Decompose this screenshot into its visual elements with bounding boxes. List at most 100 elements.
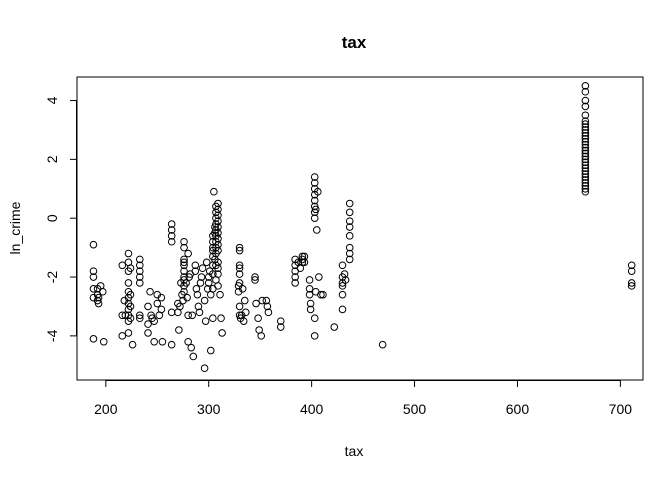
data-point xyxy=(581,96,590,105)
data-point xyxy=(581,184,590,193)
data-point xyxy=(195,308,204,317)
data-point xyxy=(203,285,212,293)
y-tick-label: -2 xyxy=(44,271,60,284)
data-point xyxy=(182,279,190,287)
data-point xyxy=(310,173,319,181)
data-point xyxy=(180,243,188,252)
data-point xyxy=(98,287,107,296)
data-point xyxy=(581,132,590,140)
y-axis-label: ln_crime xyxy=(7,201,23,254)
data-point xyxy=(167,308,176,317)
data-point xyxy=(310,332,319,340)
data-point xyxy=(135,267,144,275)
data-point xyxy=(217,314,225,323)
data-point xyxy=(627,282,636,290)
data-point xyxy=(581,137,590,146)
data-point xyxy=(214,264,222,273)
data-point xyxy=(310,314,319,323)
data-point xyxy=(124,279,133,287)
data-point xyxy=(319,290,327,299)
data-point xyxy=(214,199,222,208)
data-point xyxy=(189,352,198,361)
data-point xyxy=(176,302,184,311)
data-point xyxy=(306,299,315,308)
data-point xyxy=(216,290,224,299)
data-point xyxy=(180,261,188,270)
data-point xyxy=(89,285,98,293)
data-point xyxy=(581,111,590,120)
data-point xyxy=(135,273,144,281)
data-point xyxy=(124,249,133,258)
data-point xyxy=(118,261,127,270)
data-point xyxy=(305,290,314,299)
data-point xyxy=(94,293,103,302)
data-point xyxy=(118,332,127,340)
data-point xyxy=(330,323,339,331)
data-point xyxy=(200,296,209,305)
data-point xyxy=(214,246,222,255)
data-point xyxy=(378,340,387,349)
y-tick-label: 0 xyxy=(44,214,60,222)
data-point xyxy=(262,296,271,305)
data-point xyxy=(214,223,222,231)
data-point xyxy=(341,276,350,284)
data-point xyxy=(235,264,244,273)
data-point xyxy=(317,290,325,299)
plot-frame xyxy=(76,76,644,381)
data-point xyxy=(300,258,309,267)
data-point xyxy=(214,258,222,267)
data-point xyxy=(192,285,201,293)
data-point xyxy=(167,226,176,234)
data-point xyxy=(581,134,590,143)
x-tick-label: 300 xyxy=(197,401,221,417)
data-points xyxy=(89,82,636,373)
data-point xyxy=(340,270,349,278)
data-point xyxy=(126,290,135,299)
data-point xyxy=(135,279,144,287)
data-point xyxy=(257,332,266,340)
data-point xyxy=(581,158,590,167)
data-point xyxy=(184,337,192,346)
data-point xyxy=(314,187,322,196)
data-point xyxy=(306,305,315,314)
data-point xyxy=(581,187,590,196)
data-point xyxy=(167,220,176,228)
y-tick-label: 2 xyxy=(44,155,60,163)
data-point xyxy=(128,340,137,349)
data-point xyxy=(581,149,590,158)
data-point xyxy=(235,261,244,270)
data-point xyxy=(191,261,200,270)
data-point xyxy=(157,293,166,302)
data-point xyxy=(581,182,590,190)
data-point xyxy=(204,279,213,287)
data-point xyxy=(135,261,144,270)
data-point xyxy=(144,320,152,328)
data-point xyxy=(338,290,347,299)
data-point xyxy=(581,167,590,175)
data-point xyxy=(187,343,196,352)
data-point xyxy=(235,243,244,252)
data-point xyxy=(291,279,299,287)
data-point xyxy=(184,311,192,320)
data-point xyxy=(214,205,222,214)
data-point xyxy=(218,329,226,337)
data-point xyxy=(276,323,285,331)
data-point xyxy=(180,287,188,296)
data-point xyxy=(345,232,354,240)
data-point xyxy=(345,255,354,264)
data-point xyxy=(89,240,98,249)
data-point xyxy=(581,152,590,161)
data-point xyxy=(240,296,249,305)
data-point xyxy=(258,296,267,305)
data-point xyxy=(135,311,144,320)
data-point xyxy=(345,208,354,217)
data-point xyxy=(214,234,222,243)
data-point xyxy=(627,267,636,275)
data-point xyxy=(193,290,202,299)
y-tick-label: -4 xyxy=(44,329,60,342)
data-point xyxy=(180,258,188,267)
x-tick-label: 500 xyxy=(403,401,427,417)
data-point xyxy=(175,326,183,334)
data-point xyxy=(126,264,135,273)
